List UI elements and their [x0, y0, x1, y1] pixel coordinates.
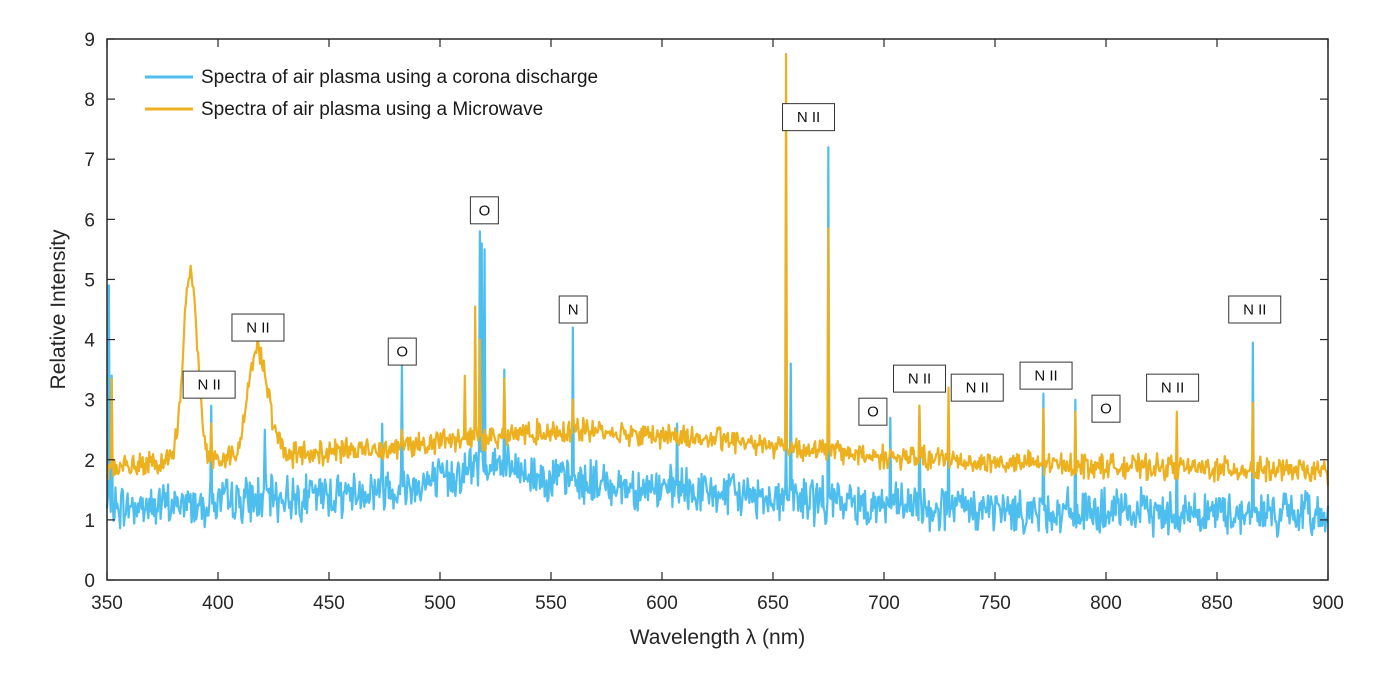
x-tick-label: 750 — [979, 593, 1011, 614]
annotation-label: O — [867, 404, 879, 421]
line-annotation: N II — [893, 364, 947, 393]
annotation-label: O — [479, 202, 491, 219]
y-tick-label: 8 — [84, 90, 95, 111]
y-tick-label: 4 — [84, 331, 95, 352]
annotation-label: O — [1100, 401, 1112, 418]
annotation-box — [858, 397, 888, 426]
annotation-box — [469, 196, 499, 225]
x-tick-label: 900 — [1312, 593, 1344, 614]
line-annotation: O — [858, 397, 888, 426]
y-tick-label: 6 — [84, 210, 95, 231]
annotation-box — [1019, 361, 1073, 390]
x-axis-title: Wavelength λ (nm) — [630, 626, 805, 649]
line-annotation: O — [1091, 394, 1121, 423]
y-tick-label: 5 — [84, 270, 95, 291]
annotation-label: O — [396, 344, 408, 361]
y-axis-title: Relative Intensity — [47, 229, 70, 389]
annotation-label: N — [568, 302, 579, 319]
x-tick-label: 850 — [1201, 593, 1233, 614]
annotation-box — [782, 103, 836, 132]
annotation-label: N II — [966, 380, 989, 397]
line-annotation: N — [558, 295, 588, 324]
y-tick-label: 0 — [84, 571, 95, 592]
legend-label-corona: Spectra of air plasma using a corona dis… — [201, 67, 598, 88]
annotation-label: N II — [1161, 380, 1184, 397]
line-annotation: N II — [782, 103, 836, 132]
annotation-box — [1146, 373, 1200, 402]
x-tick-label: 650 — [757, 593, 789, 614]
line-annotation: N II — [1019, 361, 1073, 390]
x-tick-label: 800 — [1090, 593, 1122, 614]
line-annotation: N II — [231, 313, 285, 342]
annotation-box — [231, 313, 285, 342]
annotation-box — [558, 295, 588, 324]
annotation-label: N II — [1034, 368, 1057, 385]
annotation-box — [893, 364, 947, 393]
line-annotation: N II — [182, 370, 236, 399]
legend: Spectra of air plasma using a corona dis… — [145, 67, 598, 120]
y-tick-label: 2 — [84, 451, 95, 472]
annotation-label: N II — [908, 371, 931, 388]
line-annotation: N II — [1146, 373, 1200, 402]
annotation-box — [950, 373, 1004, 402]
annotation-box — [182, 370, 236, 399]
x-tick-label: 500 — [424, 593, 456, 614]
ticks-layer: 350 400 450 500 550 600 650 700 750 800 850 900 0 1 2 3… — [84, 30, 1343, 614]
annotation-box — [1228, 295, 1282, 324]
series-line-corona — [105, 146, 1330, 538]
y-tick-label: 7 — [84, 150, 95, 171]
x-tick-label: 400 — [202, 593, 234, 614]
annotation-label: N II — [197, 377, 220, 394]
x-tick-label: 550 — [535, 593, 567, 614]
x-tick-label: 450 — [313, 593, 345, 614]
annotation-label: N II — [1243, 302, 1266, 319]
y-tick-label: 9 — [84, 30, 95, 51]
line-annotation: O — [469, 196, 499, 225]
y-tick-label: 1 — [84, 511, 95, 532]
plot-area: 350 400 450 500 550 600 650 700 750 800 850 900 0 1 2 3… — [84, 30, 1343, 614]
x-tick-label: 600 — [646, 593, 678, 614]
line-annotation: N II — [950, 373, 1004, 402]
line-annotation: O — [387, 337, 417, 366]
legend-label-microwave: Spectra of air plasma using a Microwave — [201, 99, 543, 120]
x-tick-label: 700 — [868, 593, 900, 614]
line-annotation: N II — [1228, 295, 1282, 324]
annotation-box — [387, 337, 417, 366]
x-tick-label: 350 — [91, 593, 123, 614]
annotation-label: N II — [246, 320, 269, 337]
series-line-microwave — [105, 52, 1330, 486]
series-layer — [105, 52, 1330, 538]
annotation-label: N II — [797, 109, 820, 126]
annotation-layer: N II N II O O N N II O N II N II N II O N II N II — [182, 103, 1282, 426]
annotation-box — [1091, 394, 1121, 423]
axes-box — [106, 38, 1329, 581]
y-tick-label: 3 — [84, 391, 95, 412]
